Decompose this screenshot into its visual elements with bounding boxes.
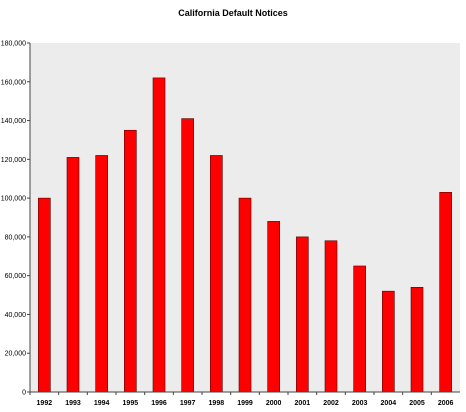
bar-2001 [296, 236, 309, 393]
y-tick-label: 40,000 [5, 312, 27, 319]
x-tick-label-2001: 2001 [295, 400, 311, 407]
x-tick-label-2006: 2006 [438, 400, 454, 407]
bar-1998 [210, 155, 223, 393]
x-tick-label-1992: 1992 [37, 400, 53, 407]
y-tick-label: 120,000 [1, 157, 26, 164]
y-tick-label: 0 [22, 390, 26, 397]
bar-2006 [439, 191, 452, 393]
y-tick-label: 140,000 [1, 118, 26, 125]
bar-2002 [324, 240, 338, 393]
y-tick-label: 20,000 [5, 351, 27, 358]
x-tick-label-1996: 1996 [151, 400, 167, 407]
bar-1996 [152, 77, 166, 393]
bar-2000 [267, 221, 280, 393]
bar-1999 [238, 197, 252, 393]
x-tick-label-2003: 2003 [352, 400, 368, 407]
y-tick-label: 100,000 [1, 196, 26, 203]
x-tick-label-1998: 1998 [209, 400, 225, 407]
bar-2003 [353, 265, 366, 393]
bars [38, 77, 452, 393]
x-tick-label-2005: 2005 [409, 400, 425, 407]
x-axis-ticks: 1992 1993 1994 1995 1996 1997 1998 1999 2000 2001… [29, 392, 454, 407]
x-tick-label-2004: 2004 [381, 400, 397, 407]
bar-2004 [382, 290, 395, 393]
x-tick-label-1995: 1995 [123, 400, 139, 407]
bar-2005 [410, 286, 424, 393]
y-tick-label: 180,000 [1, 41, 26, 48]
bar-1997 [181, 118, 194, 393]
bar-1995 [124, 129, 137, 393]
x-tick-label-1994: 1994 [94, 400, 110, 407]
x-tick-label-1993: 1993 [65, 400, 81, 407]
x-tick-label-1997: 1997 [180, 400, 196, 407]
x-tick-label-2002: 2002 [323, 400, 339, 407]
y-axis-ticks: 0 20,000 40,000 60,000 80,000 100,000 120,000 1… [1, 41, 30, 397]
x-tick-label-2000: 2000 [266, 400, 282, 407]
x-tick-label-1999: 1999 [237, 400, 253, 407]
bar-1992 [38, 197, 51, 393]
bar-1993 [66, 157, 80, 393]
y-tick-label: 160,000 [1, 79, 26, 86]
bar-1994 [95, 155, 108, 393]
y-tick-label: 60,000 [5, 273, 27, 280]
y-tick-label: 80,000 [5, 234, 27, 241]
chart-title: California Default Notices [178, 8, 288, 18]
